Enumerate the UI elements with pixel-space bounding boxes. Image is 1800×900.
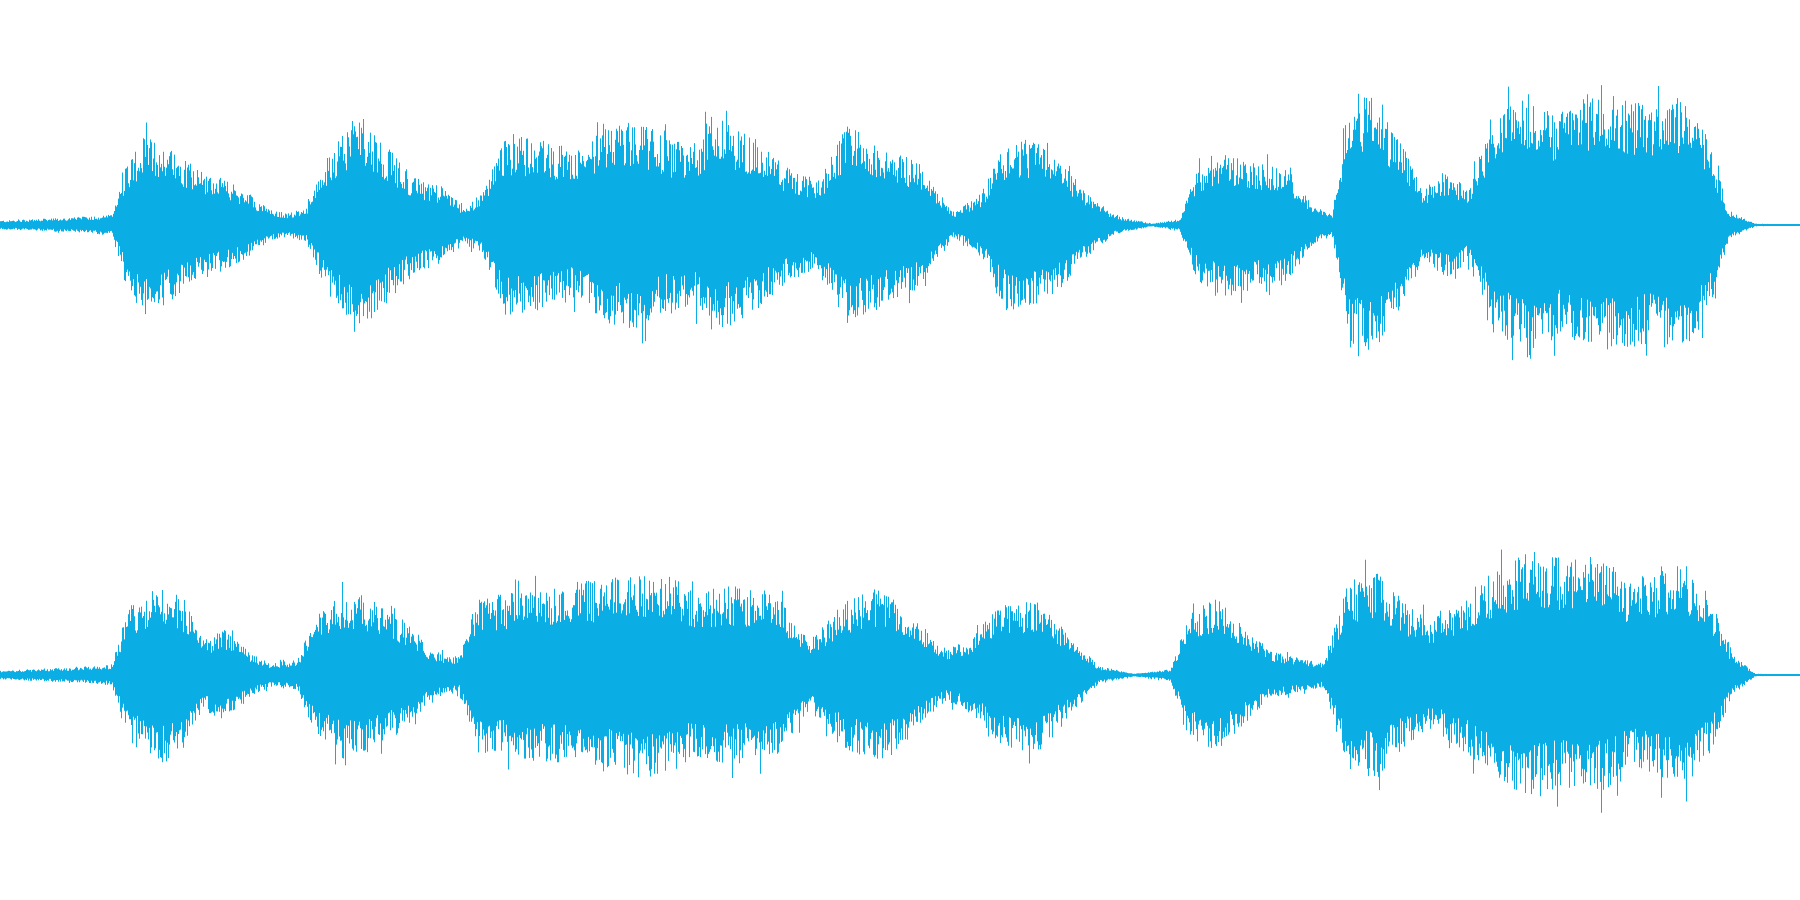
waveform-channel-2 (0, 549, 1800, 813)
waveform-channel-1 (0, 85, 1800, 361)
waveform-core (0, 605, 1800, 745)
waveform-core (0, 150, 1800, 300)
